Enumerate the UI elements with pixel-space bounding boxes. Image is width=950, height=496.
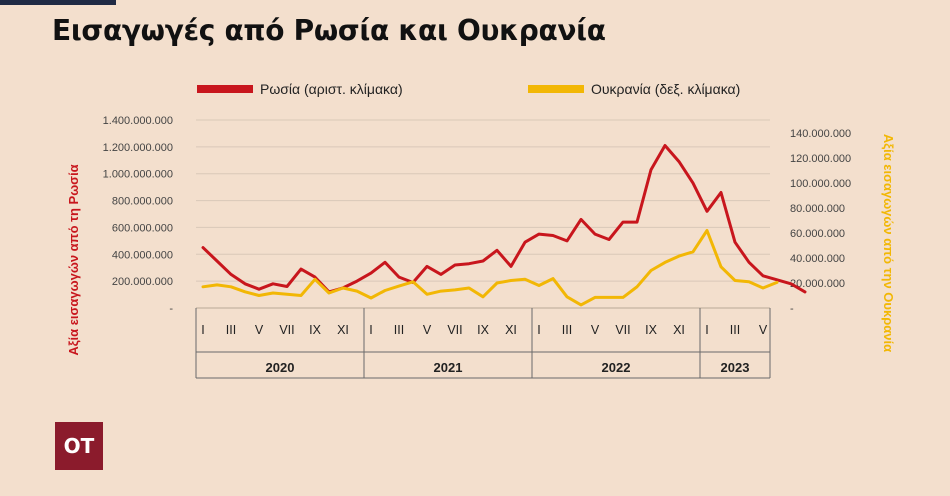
y-left-tick-label: 200.000.000 xyxy=(112,276,173,288)
y-right-tick-label: 80.000.000 xyxy=(790,203,845,215)
x-month-label: VII xyxy=(279,323,294,337)
x-month-label: V xyxy=(759,323,768,337)
y-right-tick-label: 120.000.000 xyxy=(790,153,851,165)
y-right-tick-label: 140.000.000 xyxy=(790,128,851,140)
x-month-label: V xyxy=(255,323,264,337)
y-right-tick-label: 100.000.000 xyxy=(790,178,851,190)
year-label: 2022 xyxy=(602,360,631,375)
x-month-label: IX xyxy=(645,323,657,337)
legend: Ρωσία (αριστ. κλίμακα) Ουκρανία (δεξ. κλ… xyxy=(197,81,740,97)
y-left-tick-label: 1.000.000.000 xyxy=(103,169,173,181)
y-right-axis-title: Αξία εισαγωγών από την Ουκρανία xyxy=(881,134,896,352)
y-left-tick-label: 1.400.000.000 xyxy=(103,115,173,127)
year-label: 2023 xyxy=(721,360,750,375)
x-month-label: XI xyxy=(505,323,517,337)
y-right-tick-label: - xyxy=(790,303,794,315)
grid xyxy=(196,119,770,282)
legend-label-russia: Ρωσία (αριστ. κλίμακα) xyxy=(260,81,403,97)
legend-swatch-ukraine xyxy=(528,85,584,93)
x-month-label: I xyxy=(369,323,372,337)
x-month-label: III xyxy=(226,323,236,337)
x-month-label: I xyxy=(537,323,540,337)
y-left-tick-label: 800.000.000 xyxy=(112,196,173,208)
legend-label-ukraine: Ουκρανία (δεξ. κλίμακα) xyxy=(591,81,740,97)
x-month-label: IX xyxy=(477,323,489,337)
x-month-label: IX xyxy=(309,323,321,337)
ot-logo: OT xyxy=(55,422,103,470)
y-right-tick-label: 40.000.000 xyxy=(790,253,845,265)
x-month-label: V xyxy=(591,323,600,337)
x-month-label: III xyxy=(562,323,572,337)
axes: - 200.000.000 400.000.000 600.000.000 800.00… xyxy=(103,115,851,379)
x-month-label: III xyxy=(394,323,404,337)
y-left-tick-label: 1.200.000.000 xyxy=(103,142,173,154)
year-label: 2020 xyxy=(266,360,295,375)
y-right-tick-label: 60.000.000 xyxy=(790,228,845,240)
series xyxy=(201,144,807,307)
x-month-label: XI xyxy=(337,323,349,337)
legend-swatch-russia xyxy=(197,85,253,93)
x-month-label: V xyxy=(423,323,432,337)
y-left-tick-label: 600.000.000 xyxy=(112,222,173,234)
x-month-label: XI xyxy=(673,323,685,337)
y-left-tick-label: - xyxy=(169,303,173,315)
x-month-label: VII xyxy=(615,323,630,337)
series-line-ukraine xyxy=(201,229,779,307)
top-accent-bar xyxy=(0,0,116,5)
x-month-label: III xyxy=(730,323,740,337)
y-left-axis-title: Αξία εισαγωγών από τη Ρωσία xyxy=(66,164,81,355)
chart-title: Εισαγωγές από Ρωσία και Ουκρανία xyxy=(52,14,606,47)
x-month-label: VII xyxy=(447,323,462,337)
x-month-label: I xyxy=(705,323,708,337)
y-right-tick-label: 20.000.000 xyxy=(790,278,845,290)
x-month-label: I xyxy=(201,323,204,337)
y-left-tick-label: 400.000.000 xyxy=(112,249,173,261)
year-label: 2021 xyxy=(434,360,463,375)
series-line-russia xyxy=(201,144,807,294)
